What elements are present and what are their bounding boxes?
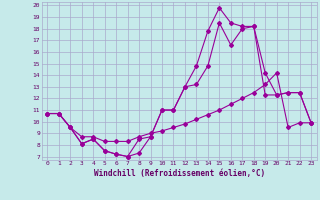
X-axis label: Windchill (Refroidissement éolien,°C): Windchill (Refroidissement éolien,°C): [94, 169, 265, 178]
